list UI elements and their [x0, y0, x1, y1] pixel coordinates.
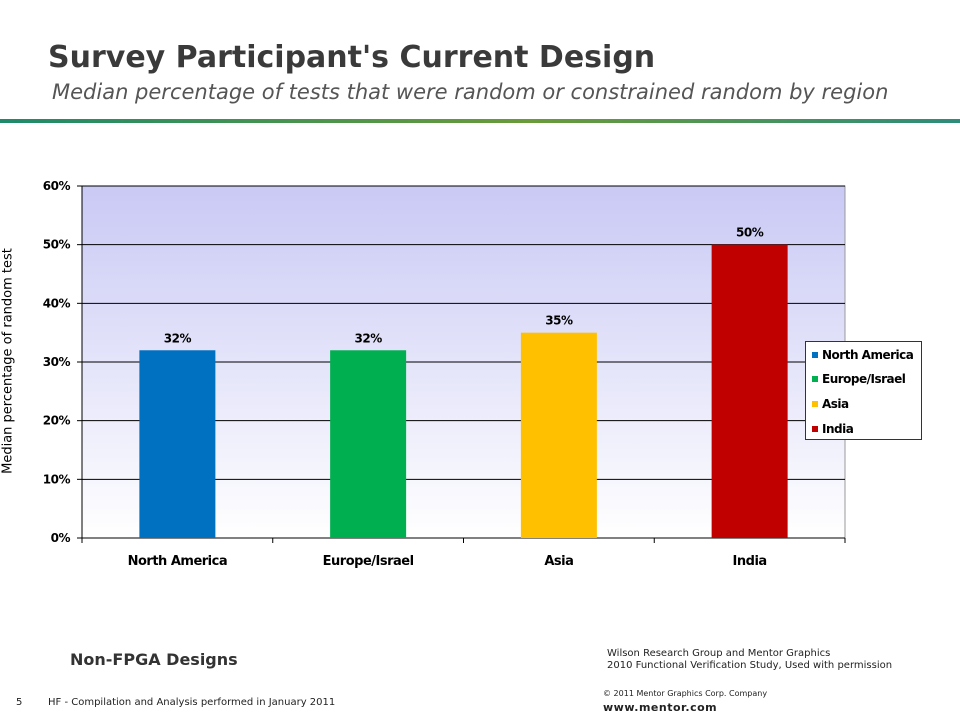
x-tick-label: North America: [128, 554, 228, 569]
credit-line-2: 2010 Functional Verification Study, Used…: [607, 660, 893, 671]
page-number: 5: [16, 697, 23, 708]
legend-item-india: India: [812, 422, 854, 436]
legend-label: Europe/Israel: [822, 372, 906, 386]
bar: [520, 332, 597, 538]
bar: [711, 244, 788, 538]
legend-swatch: [812, 376, 818, 382]
y-tick-label: 10%: [43, 472, 71, 486]
x-tick-label: Europe/Israel: [323, 554, 414, 569]
design-type-note: Non-FPGA Designs: [70, 650, 238, 669]
credit-line-1: Wilson Research Group and Mentor Graphic…: [607, 648, 831, 659]
data-label: 35%: [545, 314, 573, 328]
chart-legend: North America Europe/Israel Asia India: [805, 341, 922, 440]
copyright: © 2011 Mentor Graphics Corp. Company: [603, 689, 768, 698]
legend-label: India: [822, 422, 854, 436]
y-tick-label: 0%: [51, 531, 71, 545]
bar: [139, 350, 216, 538]
data-label: 32%: [164, 331, 192, 345]
y-axis-label: Median percentage of random test: [0, 248, 16, 474]
slide-subtitle: Median percentage of tests that were ran…: [52, 80, 889, 104]
footer-note: HF - Compilation and Analysis performed …: [48, 697, 336, 708]
website-link[interactable]: www.mentor.com: [603, 701, 718, 714]
legend-label: North America: [822, 348, 914, 362]
y-tick-label: 50%: [43, 238, 71, 252]
bar-chart: 0% 10% 20% 30% 40% 50% 60% 32% North America 32% E…: [43, 179, 846, 569]
x-tick-label: India: [733, 554, 767, 569]
legend-swatch: [812, 426, 818, 432]
legend-swatch: [812, 352, 818, 358]
y-tick-label: 20%: [43, 414, 71, 428]
data-label: 50%: [736, 226, 764, 240]
y-tick-label: 40%: [43, 296, 71, 310]
legend-item-north-america: North America: [812, 348, 914, 362]
legend-item-asia: Asia: [812, 397, 849, 411]
legend-item-europe-israel: Europe/Israel: [812, 372, 906, 386]
legend-swatch: [812, 401, 818, 407]
y-tick-label: 60%: [43, 179, 71, 193]
title-divider: [0, 119, 960, 123]
slide-title: Survey Participant's Current Design: [48, 40, 656, 75]
y-tick-label: 30%: [43, 355, 71, 369]
data-label: 32%: [355, 331, 383, 345]
bar: [330, 350, 407, 538]
source-credit: Wilson Research Group and Mentor Graphic…: [607, 648, 892, 672]
x-tick-label: Asia: [544, 554, 573, 569]
legend-label: Asia: [822, 397, 849, 411]
